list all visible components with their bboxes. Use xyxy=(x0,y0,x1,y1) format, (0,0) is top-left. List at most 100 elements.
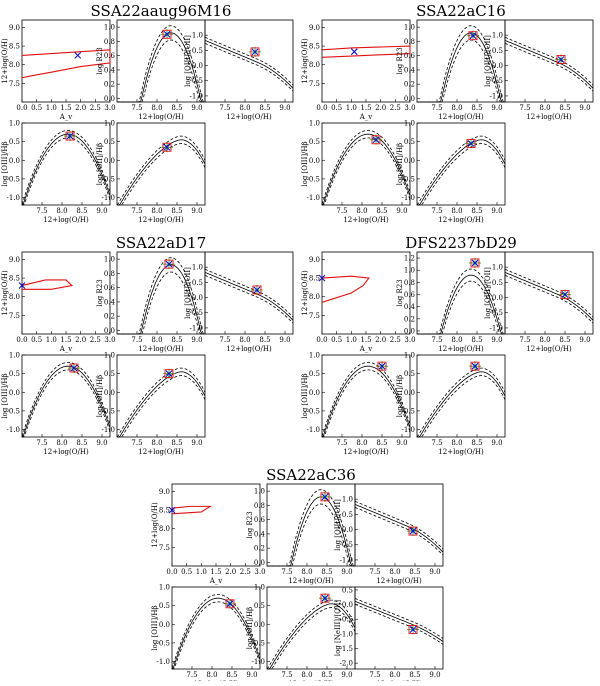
x-tick-label: 9.0 xyxy=(491,104,502,112)
x-axis-label: 12+log(O/H) xyxy=(43,448,89,456)
best-fit-marker xyxy=(409,626,417,633)
x-tick-label: 8.0 xyxy=(56,439,67,447)
y-axis-label: 12+log(O/H) xyxy=(301,38,309,84)
x-tick-label: 7.5 xyxy=(281,568,292,576)
y-tick-label: -1.0 xyxy=(490,92,504,100)
y-tick-label: 8.0 xyxy=(159,525,170,533)
x-axis-label: A_v xyxy=(209,577,223,585)
x-tick-label: 1.5 xyxy=(360,336,371,344)
y-tick-label: 9.0 xyxy=(9,24,20,32)
y-tick-label: -0.5 xyxy=(402,175,416,183)
subplot-abund_vs_av: 0.0 0.5 1.0 1.5 2.0 2.5 3.07.58.08.59.0A_v12+l… xyxy=(301,251,416,353)
x-tick-label: 7.5 xyxy=(36,439,47,447)
subplot-r23: 7.5 8.0 8.5 9.0 0.0 0.2 0.4 0.6 0.8 1.0 12+log(O/H… xyxy=(396,19,506,121)
y-tick-label: 8.5 xyxy=(159,507,170,515)
x-tick-label: 3.0 xyxy=(104,336,115,344)
x-tick-label: 7.5 xyxy=(36,207,47,215)
y-tick-label: -1.0 xyxy=(340,630,354,638)
subplot-o2hb: 7.5 8.0 8.5 9.0 -1.0 -0.5 0.0 0.5 1.0 12+log(O/H)… xyxy=(396,352,506,456)
x-tick-label: 0.0 xyxy=(316,104,327,112)
error-box xyxy=(556,55,566,64)
model-curve-dashed xyxy=(204,43,294,92)
x-tick-label: 7.5 xyxy=(131,207,142,215)
y-tick-label: 0.5 xyxy=(192,279,203,287)
y-tick-label: 9.0 xyxy=(159,488,170,496)
y-tick-label: 0.4 xyxy=(404,303,416,311)
x-tick-label: 8.5 xyxy=(171,439,182,447)
y-tick-label: 1.0 xyxy=(404,267,415,275)
x-tick-label: 7.5 xyxy=(219,104,230,112)
y-tick-label: 0.2 xyxy=(254,545,265,553)
y-tick-label: 1.0 xyxy=(104,120,115,128)
y-axis-label: 12+log(O/H) xyxy=(301,270,309,316)
model-curve-dashed xyxy=(321,130,411,205)
subplot-o3hb: 7.5 8.0 8.5 9.0 -1.0 -0.5 0.0 0.5 1.0 12+log(O/H)… xyxy=(301,352,411,456)
subplot-o3o2: 7.5 8.0 8.5 9.0 -1.0 -0.5 0.0 0.5 1.0 12+log(O/H)… xyxy=(484,251,594,353)
x-tick-label: 8.0 xyxy=(389,568,400,576)
chart-title: DFS2237bD29 xyxy=(405,234,517,252)
y-tick-label: 7.5 xyxy=(159,544,170,552)
y-tick-label: 0.6 xyxy=(404,52,416,60)
x-tick-label: 1.5 xyxy=(60,104,71,112)
y-axis-label: log [OIII]/[OII] xyxy=(184,35,192,87)
y-tick-label: 1.0 xyxy=(9,120,20,128)
y-tick-label: 0.0 xyxy=(404,157,415,165)
y-tick-label: 0.6 xyxy=(404,291,416,299)
y-tick-label: 1.0 xyxy=(192,264,203,272)
y-tick-label: 0.2 xyxy=(404,315,415,323)
x-tick-label: 8.5 xyxy=(559,336,570,344)
y-tick-label: 8.5 xyxy=(309,275,320,283)
x-tick-label: 9.0 xyxy=(491,439,502,447)
subplot-abund_vs_av: 0.0 0.5 1.0 1.5 2.0 2.5 3.07.58.08.59.0A_v12+l… xyxy=(301,19,416,121)
best-fit-marker xyxy=(372,136,380,144)
y-tick-label: 0.5 xyxy=(492,47,503,55)
x-tick-label: 2.0 xyxy=(225,568,236,576)
x-tick-label: 3.0 xyxy=(404,104,415,112)
x-tick-label: 2.0 xyxy=(75,336,86,344)
y-tick-label: 0.0 xyxy=(192,62,203,70)
y-tick-label: 0.5 xyxy=(309,370,320,378)
chart-title: SSA22aC36 xyxy=(266,466,356,484)
best-fit-marker xyxy=(409,527,417,535)
y-tick-label: 0.8 xyxy=(404,279,415,287)
model-curve-dashed xyxy=(417,39,505,103)
error-box xyxy=(320,492,330,502)
y-tick-label: -0.5 xyxy=(102,175,116,183)
x-axis-label: 12+log(O/H) xyxy=(438,216,484,224)
x-tick-label: 8.0 xyxy=(56,207,67,215)
y-tick-label: -1.0 xyxy=(307,426,321,434)
model-curve-dashed xyxy=(21,130,111,205)
x-tick-label: 2.0 xyxy=(375,336,386,344)
y-tick-label: 1.2 xyxy=(404,255,415,263)
x-axis-label: 12+log(O/H) xyxy=(438,113,484,121)
x-tick-label: 8.0 xyxy=(301,568,312,576)
plot-frame xyxy=(504,19,594,103)
model-curve-dashed xyxy=(267,503,355,567)
y-tick-label: -0.5 xyxy=(490,77,504,85)
best-fit-marker xyxy=(66,132,74,140)
x-axis-label: A_v xyxy=(359,113,373,121)
y-axis-label: log [OIII]/Hβ xyxy=(301,373,309,418)
y-tick-label: -1.0 xyxy=(190,324,204,332)
y-tick-label: 0.0 xyxy=(104,157,115,165)
y-tick-label: 0.5 xyxy=(404,370,415,378)
best-fit-marker xyxy=(74,52,82,59)
model-curve xyxy=(117,32,205,103)
x-tick-label: 8.0 xyxy=(151,207,162,215)
y-tick-label: 1.0 xyxy=(404,24,415,32)
x-tick-label: 8.5 xyxy=(171,336,182,344)
model-curve-dashed xyxy=(117,143,206,206)
y-tick-label: 8.5 xyxy=(9,43,20,51)
y-tick-label: 0.0 xyxy=(309,157,320,165)
y-tick-label: 0.5 xyxy=(9,370,20,378)
subplot-n2o2: 7.58.08.59.0-2.0-1.5-1.0-0.50.00.512+log… xyxy=(334,586,444,686)
error-box xyxy=(470,258,480,268)
y-tick-label: 1.0 xyxy=(492,264,503,272)
y-tick-label: -1.0 xyxy=(190,92,204,100)
y-tick-label: 0.0 xyxy=(254,559,265,567)
y-tick-label: -1.0 xyxy=(340,556,354,564)
error-box xyxy=(470,361,480,371)
x-axis-label: 12+log(O/H) xyxy=(376,577,422,585)
